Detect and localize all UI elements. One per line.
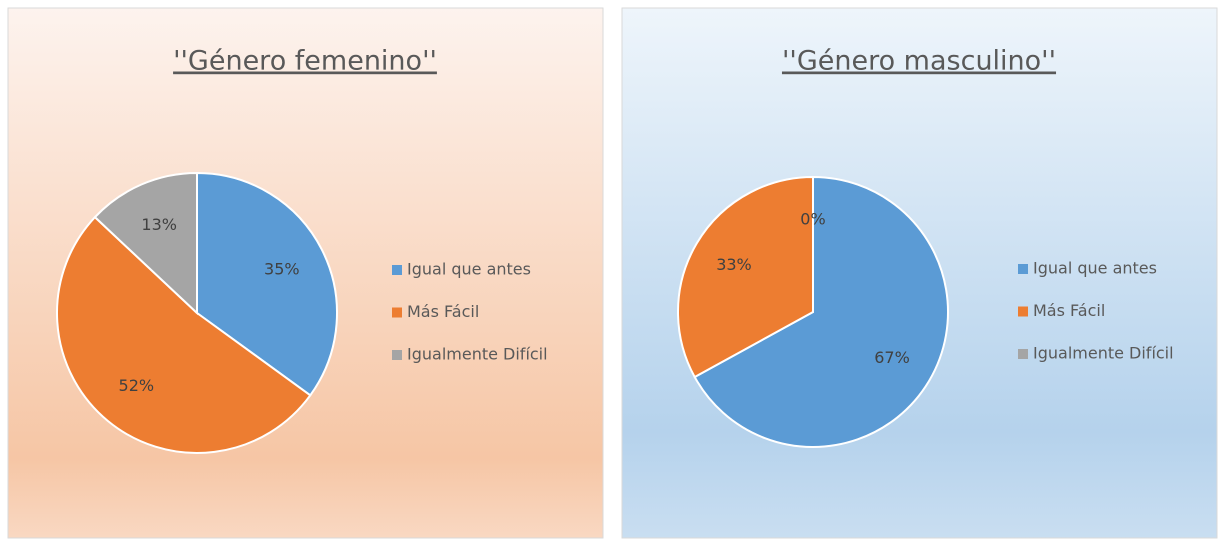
legend-entry: Igualmente Difícil (1033, 344, 1174, 363)
chart-title: ''Género masculino'' (782, 46, 1056, 77)
data-label: 67% (874, 348, 910, 367)
legend-entry: Más Fácil (407, 302, 479, 321)
data-label: 52% (119, 376, 155, 395)
legend-swatch (392, 307, 402, 318)
pie-slice (56, 215, 312, 454)
legend-entry: Más Fácil (1033, 301, 1105, 320)
data-label: 0% (800, 210, 825, 229)
legend-swatch (1018, 349, 1028, 359)
pie-slice (196, 171, 338, 397)
pie-slice (93, 171, 198, 316)
chart-title: ''Género femenino'' (173, 46, 437, 77)
legend-swatch (392, 350, 402, 360)
legend-swatch (1018, 264, 1028, 274)
data-label: 13% (141, 215, 177, 234)
legend-swatch (1018, 306, 1028, 317)
pie-slice (677, 175, 814, 379)
legend-entry: Igual que antes (1033, 259, 1157, 278)
legend-swatch (392, 265, 402, 275)
data-label: 35% (264, 259, 300, 278)
data-label: 33% (716, 255, 752, 274)
legend-entry: Igual que antes (407, 260, 531, 279)
legend-entry: Igualmente Difícil (407, 345, 548, 364)
pie-slice (693, 175, 949, 448)
